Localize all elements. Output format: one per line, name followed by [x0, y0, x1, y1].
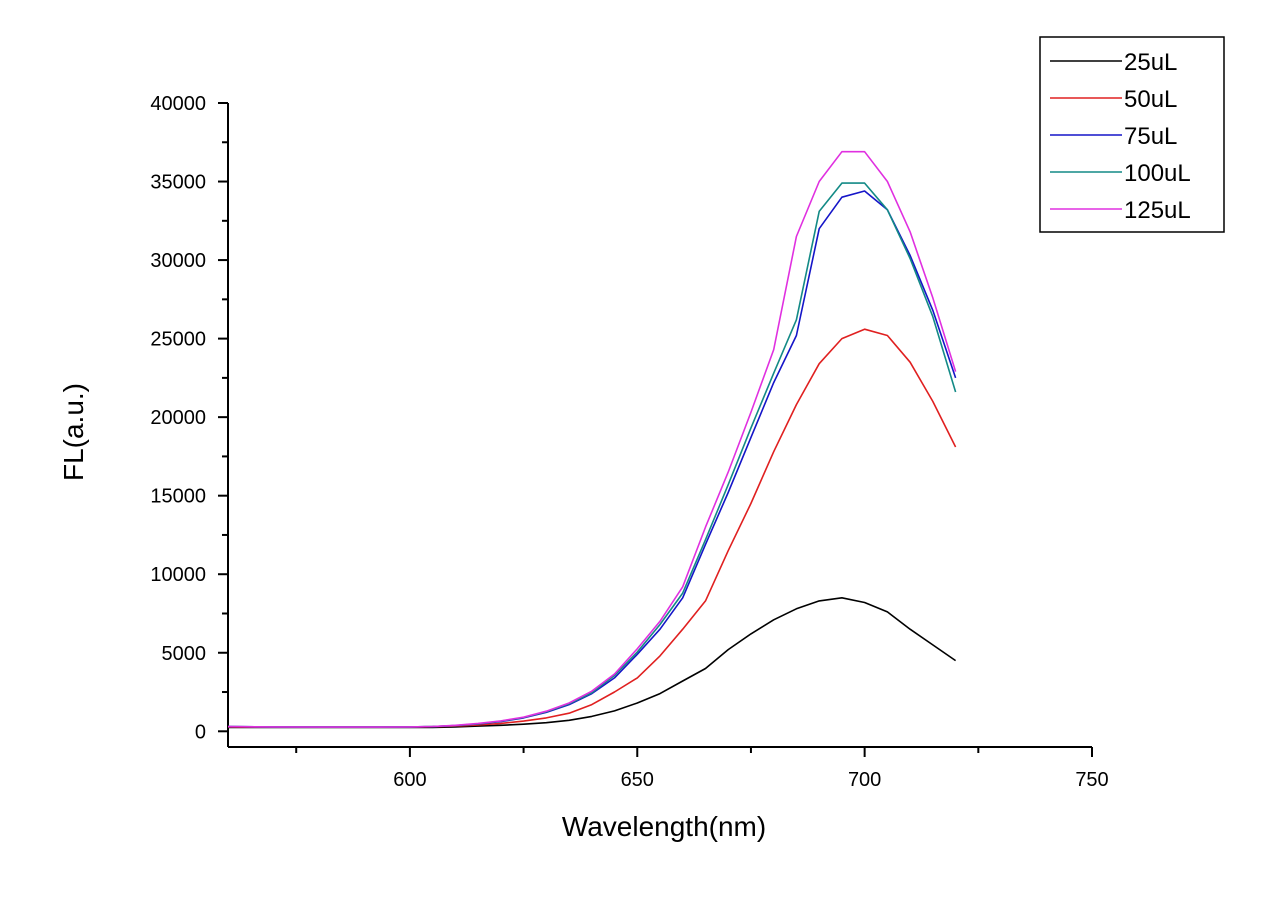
y-tick-label: 40000: [150, 93, 206, 115]
legend-label: 50uL: [1124, 86, 1177, 113]
x-tick-label: 600: [393, 769, 426, 791]
y-axis-ticks: 0 5000 10000 15000 20000 25000 30000 35000 40000: [150, 93, 228, 743]
series-line-125ul: [227, 150, 957, 728]
axes: [227, 103, 1092, 748]
y-axis-title: FL(a.u.): [58, 383, 89, 481]
y-tick-label: 25000: [150, 329, 206, 351]
y-tick-label: 35000: [150, 172, 206, 194]
legend: 25uL 50uL 75uL 100uL 125uL: [1039, 36, 1225, 233]
series-lines: [227, 150, 957, 729]
legend-label: 100uL: [1124, 160, 1191, 187]
legend-label: 25uL: [1124, 49, 1177, 76]
y-tick-label: 15000: [150, 486, 206, 508]
series-line-50ul: [227, 328, 957, 728]
y-tick-label: 0: [195, 721, 206, 743]
x-axis-ticks: 600 650 700 750: [295, 747, 1109, 791]
y-tick-label: 30000: [150, 250, 206, 272]
y-tick-label: 5000: [162, 643, 207, 665]
legend-label: 125uL: [1124, 197, 1191, 224]
series-line-100ul: [227, 182, 957, 728]
series-line-25ul: [228, 596, 957, 729]
x-tick-label: 750: [1075, 769, 1108, 791]
series-line-75ul: [227, 190, 957, 728]
y-tick-label: 20000: [150, 407, 206, 429]
x-tick-label: 650: [621, 769, 654, 791]
legend-label: 75uL: [1124, 123, 1177, 150]
y-tick-label: 10000: [150, 564, 206, 586]
x-axis-title: Wavelength(nm): [562, 811, 766, 842]
x-tick-label: 700: [848, 769, 881, 791]
